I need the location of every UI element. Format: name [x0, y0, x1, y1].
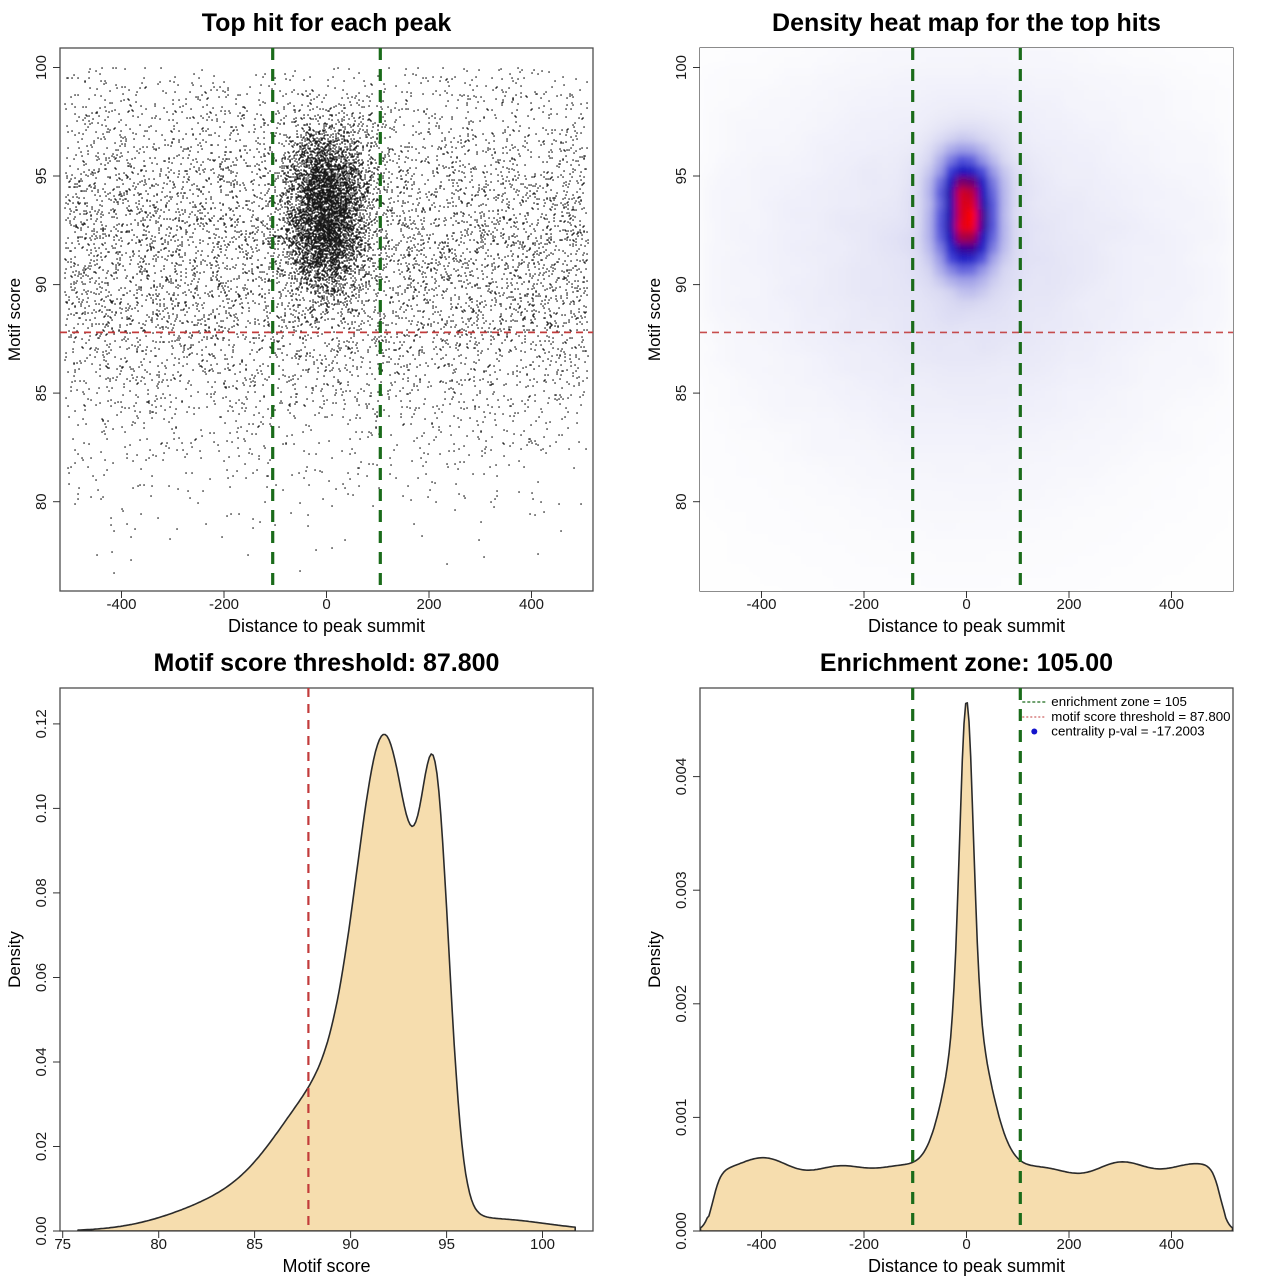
svg-text:Motif score: Motif score [645, 278, 664, 361]
svg-text:85: 85 [33, 385, 50, 402]
svg-text:0: 0 [322, 596, 330, 613]
svg-text:85: 85 [673, 385, 690, 402]
svg-text:centrality p-val = -17.2003: centrality p-val = -17.2003 [1051, 724, 1204, 739]
svg-text:75: 75 [54, 1236, 71, 1253]
svg-text:Distance to peak summit: Distance to peak summit [868, 1256, 1065, 1276]
svg-text:Distance to peak summit: Distance to peak summit [228, 616, 425, 636]
svg-text:0.02: 0.02 [33, 1132, 50, 1161]
svg-text:95: 95 [673, 168, 690, 185]
svg-text:Density: Density [5, 931, 24, 988]
svg-text:enrichment zone = 105: enrichment zone = 105 [1051, 694, 1187, 709]
svg-text:motif score threshold = 87.800: motif score threshold = 87.800 [1051, 709, 1230, 724]
svg-text:200: 200 [1056, 1236, 1081, 1253]
svg-text:0.12: 0.12 [33, 709, 50, 738]
svg-text:-400: -400 [106, 596, 136, 613]
svg-text:0.000: 0.000 [673, 1212, 690, 1250]
svg-text:Density heat map for the top h: Density heat map for the top hits [772, 9, 1161, 37]
svg-text:-200: -200 [849, 1236, 879, 1253]
svg-text:200: 200 [416, 596, 441, 613]
svg-text:0.001: 0.001 [673, 1099, 690, 1137]
svg-text:200: 200 [1056, 596, 1081, 613]
svg-text:95: 95 [33, 168, 50, 185]
svg-text:400: 400 [1159, 1236, 1184, 1253]
svg-text:Density: Density [645, 931, 664, 988]
svg-text:100: 100 [673, 55, 690, 80]
svg-text:Top hit for each peak: Top hit for each peak [202, 9, 452, 37]
svg-text:-200: -200 [849, 596, 879, 613]
svg-text:100: 100 [33, 55, 50, 80]
svg-text:0.004: 0.004 [673, 758, 690, 796]
svg-text:Motif score threshold: 87.800: Motif score threshold: 87.800 [154, 649, 500, 677]
svg-text:90: 90 [33, 276, 50, 293]
svg-text:0.08: 0.08 [33, 878, 50, 907]
svg-text:Distance to peak summit: Distance to peak summit [868, 616, 1065, 636]
svg-text:Motif score: Motif score [282, 1256, 370, 1276]
svg-text:Enrichment zone: 105.00: Enrichment zone: 105.00 [820, 649, 1113, 677]
svg-text:0: 0 [962, 596, 970, 613]
svg-text:80: 80 [33, 493, 50, 510]
svg-text:80: 80 [673, 493, 690, 510]
svg-text:95: 95 [438, 1236, 455, 1253]
svg-text:-400: -400 [746, 1236, 776, 1253]
svg-text:400: 400 [1159, 596, 1184, 613]
svg-text:0.06: 0.06 [33, 963, 50, 992]
svg-text:100: 100 [530, 1236, 555, 1253]
svg-text:Motif score: Motif score [5, 278, 24, 361]
svg-text:-200: -200 [209, 596, 239, 613]
svg-text:0.10: 0.10 [33, 794, 50, 823]
svg-text:80: 80 [150, 1236, 167, 1253]
svg-text:0.04: 0.04 [33, 1047, 50, 1076]
svg-text:85: 85 [246, 1236, 263, 1253]
svg-text:400: 400 [519, 596, 544, 613]
svg-text:90: 90 [673, 276, 690, 293]
svg-text:0.00: 0.00 [33, 1216, 50, 1245]
svg-text:-400: -400 [746, 596, 776, 613]
svg-text:90: 90 [342, 1236, 359, 1253]
svg-text:0.002: 0.002 [673, 985, 690, 1023]
svg-text:0: 0 [962, 1236, 970, 1253]
svg-text:0.003: 0.003 [673, 871, 690, 909]
